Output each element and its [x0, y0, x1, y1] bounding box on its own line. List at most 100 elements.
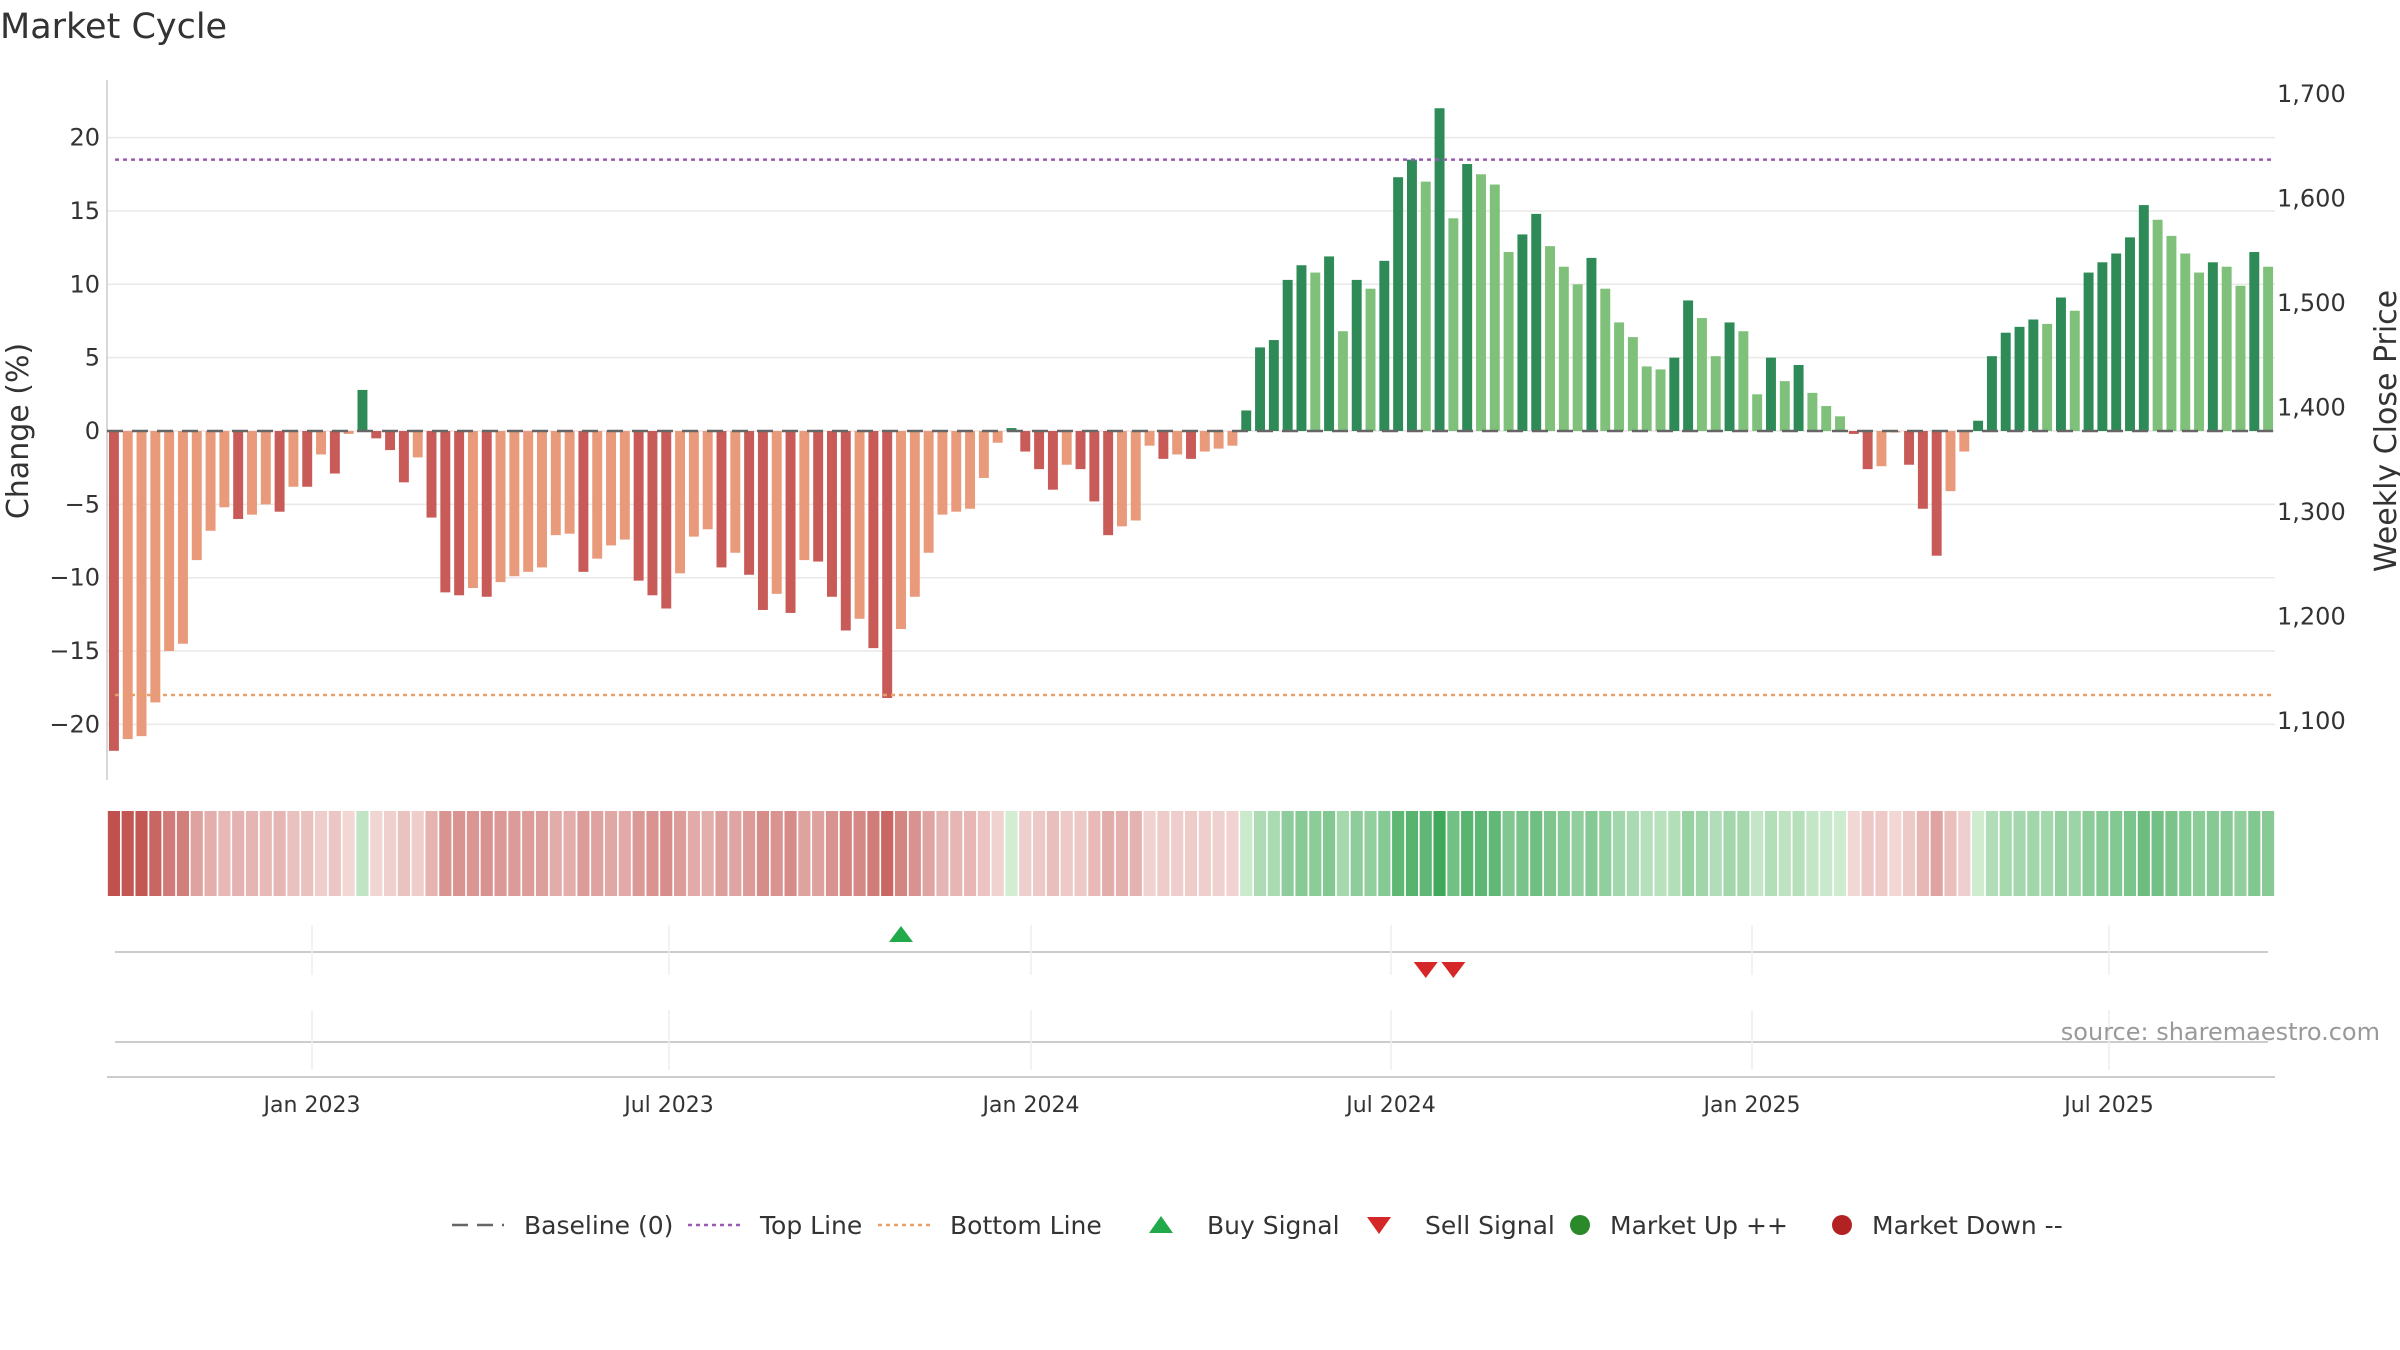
heat-cell: [1695, 811, 1708, 896]
bar: [509, 431, 520, 577]
bar: [495, 431, 506, 583]
heat-cell: [2041, 811, 2054, 896]
bar: [1986, 356, 1997, 431]
bar: [702, 431, 713, 530]
bar: [1600, 288, 1611, 431]
signal-grid: [107, 925, 2275, 1078]
bar: [481, 431, 492, 597]
bar: [661, 431, 672, 609]
bar: [1862, 431, 1873, 470]
heat-cell: [1502, 811, 1515, 896]
bar: [274, 431, 285, 512]
bar: [2097, 262, 2108, 431]
heat-cell: [881, 811, 894, 896]
bar: [343, 431, 354, 434]
heat-cell: [1350, 811, 1363, 896]
heat-cell: [1033, 811, 1046, 896]
legend-label: Top Line: [759, 1211, 862, 1240]
bar: [1752, 394, 1763, 431]
bar: [440, 431, 451, 593]
bar: [1186, 431, 1196, 459]
bar: [467, 431, 478, 588]
bar: [978, 431, 989, 478]
bar: [619, 431, 630, 540]
bar: [385, 431, 396, 451]
heat-cell: [1253, 811, 1267, 896]
heat-cell: [342, 811, 355, 896]
y2-tick-label: 1,100: [2277, 707, 2346, 735]
heat-cell: [812, 811, 825, 896]
bar: [150, 431, 161, 703]
heat-cell: [1972, 811, 1985, 896]
heat-cell: [328, 811, 341, 896]
heat-cell: [2137, 811, 2150, 896]
bar: [302, 431, 313, 487]
sell-signal-marker: [1441, 962, 1466, 978]
sell-signal-icon: [1367, 1217, 1391, 1234]
heat-cell: [1530, 811, 1543, 896]
bar: [896, 431, 906, 630]
heat-cell: [1613, 811, 1626, 896]
bar: [1655, 369, 1666, 431]
heat-cell: [1626, 811, 1639, 896]
heat-cell: [922, 811, 935, 896]
bar: [177, 431, 188, 644]
heat-cell: [1833, 811, 1847, 896]
x-tick-label: Jan 2023: [262, 1093, 361, 1118]
heat-cell: [1046, 811, 1059, 896]
bar: [675, 431, 686, 574]
y2-tick-label: 1,200: [2277, 603, 2346, 631]
signal-panel: [107, 925, 2275, 1078]
heat-cell: [2165, 811, 2178, 896]
bar: [1517, 234, 1528, 431]
y-tick-label: 20: [69, 124, 100, 152]
x-tick-label: Jul 2024: [1344, 1093, 1436, 1118]
bar-series: [108, 108, 2274, 751]
heat-cell: [1461, 811, 1474, 896]
bar: [2152, 219, 2163, 431]
bar: [1848, 431, 1859, 434]
heat-cell: [784, 811, 797, 896]
heat-cell: [839, 811, 852, 896]
bar: [1144, 431, 1155, 446]
bar: [1503, 252, 1514, 431]
heat-cell: [936, 811, 949, 896]
bar: [426, 431, 437, 518]
heat-cell: [701, 811, 714, 896]
bar: [647, 431, 658, 596]
heat-cell: [894, 811, 908, 896]
bar: [371, 431, 382, 439]
bar: [1406, 159, 1417, 432]
bar: [1061, 431, 1072, 465]
heat-cell: [149, 811, 162, 896]
legend-item: Market Down --: [1832, 1211, 2063, 1240]
heat-cell: [535, 811, 549, 896]
heat-cell: [563, 811, 576, 896]
bar: [840, 431, 851, 631]
bar: [1034, 431, 1045, 470]
bar: [909, 431, 920, 597]
bar: [1572, 284, 1583, 431]
bar: [205, 431, 216, 531]
bar: [2042, 323, 2053, 431]
right-axis-ticks: 1,700 1,600 1,500 1,400 1,300 1,200 1,100: [2277, 80, 2346, 735]
bar: [1227, 431, 1238, 446]
heat-cell: [991, 811, 1004, 896]
heat-cell: [618, 811, 631, 896]
heat-strip: [107, 811, 2275, 896]
heat-cell: [163, 811, 176, 896]
heat-cell: [190, 811, 203, 896]
heat-cell: [1543, 811, 1557, 896]
heat-cell: [577, 811, 590, 896]
heat-cell: [1640, 811, 1653, 896]
heat-cell: [397, 811, 410, 896]
heat-cell: [1516, 811, 1529, 896]
legend-label: Buy Signal: [1207, 1211, 1340, 1240]
bar: [2028, 319, 2039, 431]
heat-cell: [1157, 811, 1170, 896]
heat-cell: [1323, 811, 1336, 896]
heat-cell: [287, 811, 300, 896]
signal-markers: [889, 926, 1466, 978]
legend-item: Top Line: [688, 1211, 862, 1240]
bar: [785, 431, 796, 613]
